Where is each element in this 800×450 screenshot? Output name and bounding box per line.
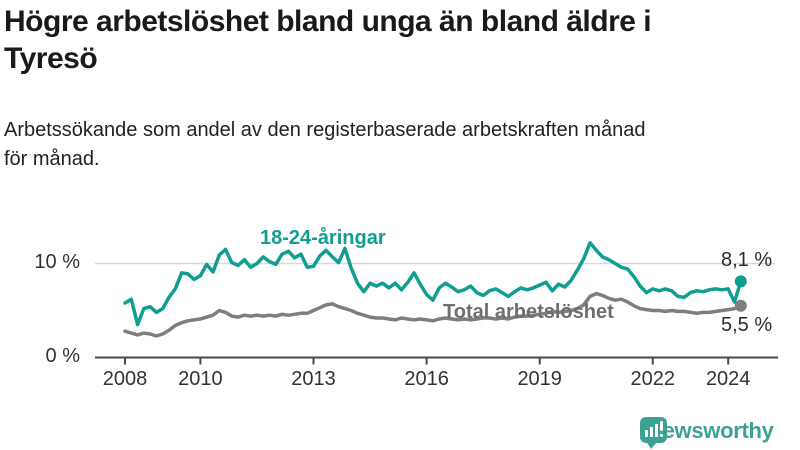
series-line-youth [123,241,743,327]
x-axis-label: 2008 [102,368,148,390]
chart-title-line2: Tyresö [4,42,98,75]
series-end-dot-total [734,299,747,312]
end-value-label-total: 5,5 % [721,314,773,336]
x-axis-label: 2013 [291,368,336,390]
y-axis-label-0: 0 % [45,345,80,367]
x-axis-label: 2024 [705,368,751,390]
end-value-label-youth: 8,1 % [721,249,773,271]
chart-subtitle: Arbetssökande som andel av den registerb… [4,116,792,174]
series-end-dot-youth [734,275,747,288]
x-axis-labels: 2008 2010 2013 2016 2019 2022 2024 [0,368,800,392]
y-axis-label-10: 10 % [34,251,80,273]
x-axis-label: 2016 [404,368,449,390]
series-label-youth: 18-24-åringar [260,227,386,249]
x-axis-label: 2019 [517,368,562,390]
chart-subtitle-line1: Arbetssökande som andel av den registerb… [4,119,646,141]
newsworthy-brand[interactable]: Newsworthy [638,413,774,449]
chart-title-line1: Högre arbetslöshet bland unga än bland ä… [4,5,652,38]
x-axis-label: 2010 [178,368,223,390]
series-label-total: Total arbetslöshet [443,301,614,323]
x-axis-label: 2022 [630,368,676,390]
chart-subtitle-line2: för månad. [4,148,100,170]
series-line-total [123,291,743,338]
newsworthy-logo-icon [640,417,667,449]
chart-title: Högre arbetslöshet bland unga än bland ä… [4,3,792,77]
brand-name: Newsworthy [647,418,774,443]
